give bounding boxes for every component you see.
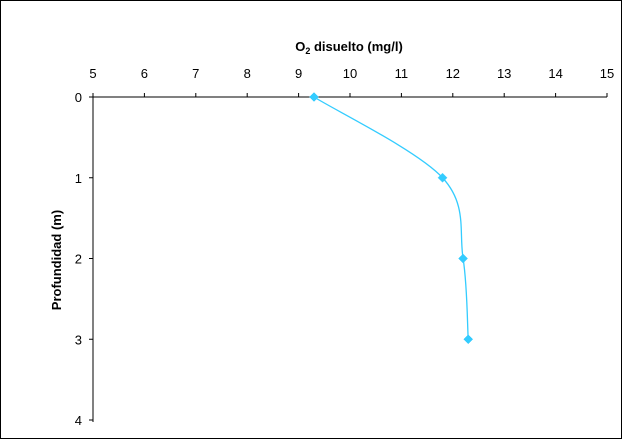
y-axis-title: Profundidad (m) [49,210,64,310]
axes-group [92,96,607,422]
y-tick-label: 1 [75,171,82,186]
y-tick-label: 4 [75,413,82,428]
x-tick-label: 13 [497,66,511,81]
series-line [313,96,469,340]
x-tick-label: 9 [295,66,302,81]
x-tick-label: 11 [395,66,409,81]
x-tick-label: 15 [600,66,614,81]
y-tick-label: 2 [75,252,82,267]
x-tick-label: 6 [141,66,148,81]
y-tick-label: 3 [75,332,82,347]
y-tick-label: 0 [75,90,82,105]
series-group [309,92,474,345]
x-tick-label: 5 [89,66,96,81]
x-axis-title: O2 disuelto (mg/l) [295,39,403,56]
x-tick-label: 12 [446,66,460,81]
data-point-marker [437,172,448,183]
x-tick-label: 8 [244,66,251,81]
data-point-marker [463,334,474,345]
x-tick-label: 10 [343,66,357,81]
data-point-marker [309,92,319,102]
x-tick-label: 14 [548,66,562,81]
data-point-marker [458,253,468,264]
x-tick-label: 7 [192,66,199,81]
